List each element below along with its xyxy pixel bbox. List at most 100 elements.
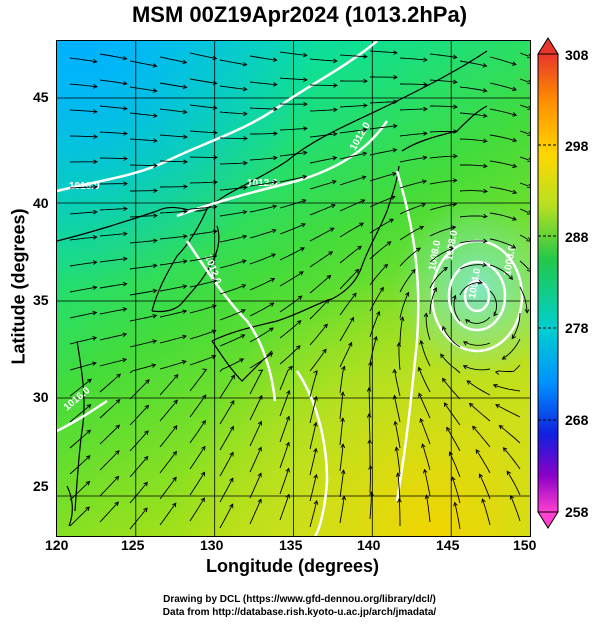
streamline <box>511 312 521 339</box>
streamline <box>309 299 330 320</box>
streamline <box>279 295 303 313</box>
streamline-arrowhead <box>143 455 149 461</box>
streamline <box>519 208 529 214</box>
streamline-arrowhead <box>448 451 454 457</box>
streamline-arrowhead <box>423 82 428 87</box>
streamline <box>459 112 487 117</box>
streamline <box>69 211 97 215</box>
streamline-arrowhead <box>271 228 277 234</box>
streamline <box>440 353 461 374</box>
streamline-arrowhead <box>182 284 188 289</box>
streamline <box>442 378 461 400</box>
streamline <box>459 60 487 67</box>
streamline-arrowhead <box>495 404 500 409</box>
streamline-arrowhead <box>153 163 158 168</box>
streamline-arrowhead <box>348 341 353 347</box>
streamline <box>249 327 274 343</box>
streamline-arrowhead <box>92 260 98 265</box>
colorbar-label: 288 <box>565 229 589 245</box>
streamline-arrowhead <box>93 109 98 114</box>
streamline-arrowhead <box>393 74 398 80</box>
streamline <box>129 379 150 400</box>
isobar-label: 1012.0 <box>247 178 278 189</box>
streamline <box>99 105 127 110</box>
streamline <box>219 85 247 90</box>
streamline <box>159 285 187 292</box>
streamline <box>368 413 371 442</box>
streamline <box>489 212 517 221</box>
streamline-arrowhead <box>340 443 346 449</box>
streamline <box>369 125 397 130</box>
streamline <box>219 186 247 191</box>
streamline <box>159 160 188 163</box>
streamline <box>424 469 431 497</box>
streamline <box>159 374 179 396</box>
streamline <box>189 446 206 470</box>
streamline-arrowhead <box>123 106 128 111</box>
streamline <box>99 501 119 523</box>
streamline <box>69 57 97 63</box>
streamline <box>369 241 392 260</box>
streamline-arrowhead <box>92 84 98 89</box>
streamline <box>420 418 431 445</box>
streamline-arrowhead <box>152 288 158 294</box>
streamline-arrowhead <box>212 105 218 111</box>
x-tick-label: 120 <box>45 537 69 553</box>
streamline <box>279 320 302 339</box>
streamline-arrowhead <box>145 379 150 384</box>
streamline <box>279 442 290 469</box>
streamline-arrowhead <box>482 113 488 118</box>
streamline-arrowhead <box>367 439 373 444</box>
streamline-arrowhead <box>152 263 158 269</box>
streamline <box>69 286 97 293</box>
streamline <box>249 253 276 265</box>
streamline <box>129 86 157 92</box>
streamline <box>309 227 335 242</box>
streamline-arrowhead <box>440 353 445 359</box>
streamline <box>446 427 461 452</box>
x-tick-label: 130 <box>200 537 224 553</box>
streamline-arrowhead <box>341 365 346 371</box>
streamline <box>69 378 92 397</box>
streamline <box>399 108 428 111</box>
streamline-arrowhead <box>182 59 188 65</box>
streamline-arrowhead <box>482 88 488 93</box>
streamline-arrowhead <box>527 131 530 136</box>
streamline <box>309 157 337 164</box>
streamline <box>369 101 398 104</box>
graticule <box>57 41 530 536</box>
streamline <box>399 317 404 345</box>
streamline-arrowhead <box>462 341 468 346</box>
streamline-arrowhead <box>443 402 449 408</box>
streamline-arrowhead <box>85 506 90 512</box>
streamline-arrowhead <box>366 413 372 418</box>
streamline <box>429 267 448 289</box>
streamline <box>502 338 521 360</box>
streamline <box>519 130 529 135</box>
streamline-arrowhead <box>285 441 290 447</box>
streamline <box>69 455 91 475</box>
streamline <box>159 502 177 526</box>
streamline <box>309 275 331 294</box>
streamline <box>69 135 98 138</box>
streamline <box>129 164 157 167</box>
streamline <box>129 315 157 322</box>
streamline <box>189 52 217 60</box>
streamline <box>99 233 127 237</box>
credit-drawing: Drawing by DCL (https://www.gfd-dennou.o… <box>163 594 436 605</box>
isobar-label: 1008.0 <box>502 244 518 276</box>
streamline <box>99 258 127 263</box>
streamline <box>249 278 275 291</box>
streamline <box>309 349 327 372</box>
streamline-arrowhead <box>229 425 234 431</box>
colorbar-label: 308 <box>565 47 589 63</box>
streamline <box>399 226 424 241</box>
streamline-arrowhead <box>211 329 217 334</box>
streamline <box>189 472 205 496</box>
streamline <box>249 107 278 110</box>
streamline-arrowhead <box>376 310 381 316</box>
streamline-arrowhead <box>181 360 187 365</box>
streamline <box>69 362 97 371</box>
streamline-arrowhead <box>313 473 318 479</box>
streamline-arrowhead <box>122 281 128 287</box>
